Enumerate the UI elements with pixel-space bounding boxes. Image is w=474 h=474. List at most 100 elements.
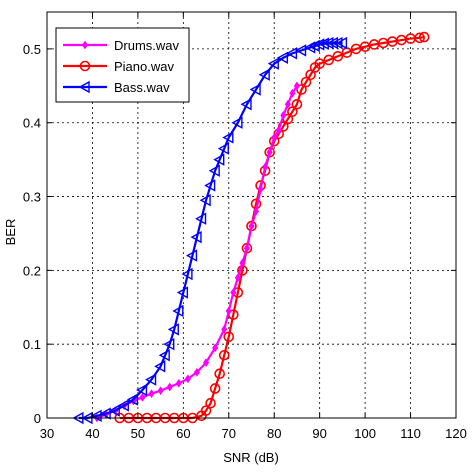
legend-label: Bass.wav xyxy=(114,80,170,95)
data-point xyxy=(117,399,129,412)
data-point xyxy=(304,41,316,54)
data-point xyxy=(108,404,120,417)
data-point xyxy=(200,405,212,416)
data-point xyxy=(205,397,216,409)
legend-marker xyxy=(81,40,89,50)
data-point xyxy=(414,32,425,44)
y-axis-label: BER xyxy=(3,219,18,246)
y-tick-label: 0.2 xyxy=(23,263,41,278)
legend-entry: Piano.wav xyxy=(63,59,174,74)
x-tick-label: 120 xyxy=(445,426,467,441)
data-point xyxy=(248,221,255,231)
data-point xyxy=(135,383,148,397)
data-point xyxy=(214,368,225,380)
data-point xyxy=(257,184,264,194)
data-point xyxy=(240,98,252,111)
data-point xyxy=(126,393,139,406)
data-point xyxy=(231,116,243,129)
x-tick-label: 30 xyxy=(40,426,54,441)
data-point xyxy=(239,258,246,268)
x-tick-label: 80 xyxy=(267,426,281,441)
data-point xyxy=(308,39,320,53)
data-point xyxy=(213,153,225,166)
data-point xyxy=(291,98,303,110)
data-point xyxy=(139,392,146,402)
legend-entry: Bass.wav xyxy=(63,80,170,95)
data-point xyxy=(209,383,221,394)
data-point xyxy=(313,38,325,51)
data-point xyxy=(199,194,211,207)
axis-ticks xyxy=(46,12,457,419)
data-point xyxy=(223,331,235,343)
data-point xyxy=(332,50,344,62)
data-point xyxy=(275,125,282,135)
data-point xyxy=(249,83,261,96)
data-point xyxy=(157,386,164,396)
data-point xyxy=(181,267,193,281)
legend: Drums.wav Piano.wav Bass.wav xyxy=(55,27,190,103)
data-point xyxy=(230,288,237,297)
data-point xyxy=(300,76,312,88)
data-point xyxy=(166,382,173,392)
y-tick-label: 0.4 xyxy=(23,116,41,131)
data-point xyxy=(212,343,219,353)
data-point xyxy=(258,68,270,81)
data-point xyxy=(267,57,279,70)
data-point xyxy=(221,325,228,334)
y-tick-label: 0.3 xyxy=(23,190,41,205)
data-point xyxy=(234,273,241,283)
data-point xyxy=(99,407,111,420)
data-point xyxy=(285,47,298,60)
data-point xyxy=(287,106,298,117)
legend-label: Piano.wav xyxy=(114,59,174,74)
data-point xyxy=(266,147,273,157)
data-point xyxy=(154,360,166,373)
legend-label: Drums.wav xyxy=(114,38,180,53)
data-point xyxy=(264,146,275,158)
data-point xyxy=(314,58,325,69)
data-point xyxy=(145,373,157,386)
y-tick-label: 0 xyxy=(34,411,41,426)
data-point xyxy=(305,69,316,81)
data-point xyxy=(252,206,260,216)
data-point xyxy=(331,36,343,50)
legend-entry: Drums.wav xyxy=(63,38,180,53)
data-point xyxy=(208,164,220,177)
data-point xyxy=(280,110,287,120)
x-tick-label: 70 xyxy=(222,426,236,441)
x-tick-label: 40 xyxy=(85,426,99,441)
series-2 xyxy=(72,36,348,425)
data-point xyxy=(222,131,234,144)
data-point xyxy=(323,54,335,66)
x-tick-label: 50 xyxy=(131,426,145,441)
x-tick-label: 60 xyxy=(176,426,190,441)
data-point xyxy=(175,378,182,388)
legend-marker xyxy=(78,80,90,94)
legend-marker xyxy=(79,60,91,72)
data-point xyxy=(158,349,170,362)
data-point xyxy=(262,162,269,172)
x-tick-label: 100 xyxy=(354,426,376,441)
data-point xyxy=(243,243,251,253)
data-point xyxy=(271,133,278,142)
data-point xyxy=(418,31,430,43)
data-point xyxy=(184,374,191,384)
y-tick-label: 0.5 xyxy=(23,42,41,57)
grid-lines xyxy=(47,12,456,418)
data-point xyxy=(335,36,348,50)
data-point xyxy=(218,349,230,361)
data-point xyxy=(293,81,301,91)
data-point xyxy=(185,249,198,262)
data-point xyxy=(289,88,296,98)
data-point xyxy=(193,367,201,377)
data-point xyxy=(195,212,207,225)
x-tick-labels: 30 40 50 60 70 80 90 100 110 120 xyxy=(40,426,467,441)
data-point xyxy=(284,99,291,109)
data-point xyxy=(190,230,202,244)
x-tick-label: 90 xyxy=(312,426,326,441)
data-point xyxy=(204,179,216,192)
data-point xyxy=(225,306,232,316)
data-point xyxy=(172,304,184,318)
x-axis-label: SNR (dB) xyxy=(223,450,279,465)
